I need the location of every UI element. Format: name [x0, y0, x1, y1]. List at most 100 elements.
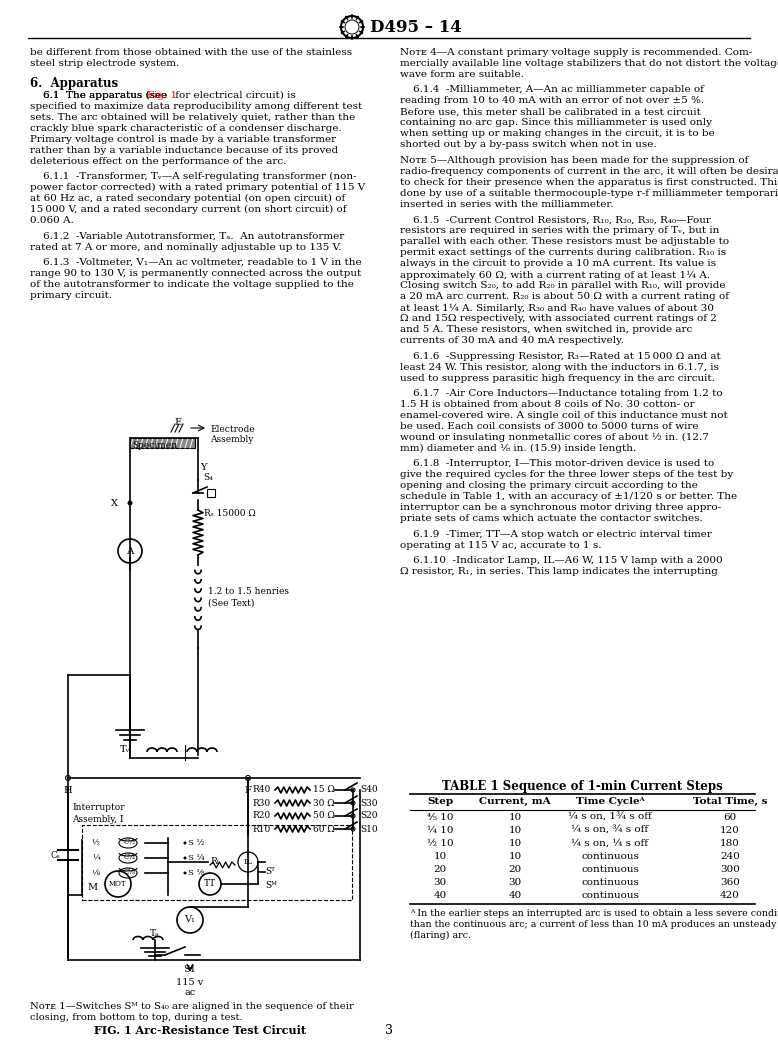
Text: Before use, this meter shall be calibrated in a test circuit: Before use, this meter shall be calibrat…	[400, 107, 701, 117]
Text: 30 Ω: 30 Ω	[313, 798, 335, 808]
Text: containing no arc gap. Since this milliammeter is used only: containing no arc gap. Since this millia…	[400, 119, 712, 127]
Text: D495 – 14: D495 – 14	[370, 19, 462, 35]
Text: deleterious effect on the performance of the arc.: deleterious effect on the performance of…	[30, 157, 286, 166]
Bar	[207, 489, 215, 497]
Text: 15 Ω: 15 Ω	[313, 786, 335, 794]
Text: Step: Step	[427, 797, 453, 806]
Text: S20: S20	[360, 812, 377, 820]
Text: Nᴏᴛᴇ 1—Switches Sᴹ to S₄₀ are aligned in the sequence of their: Nᴏᴛᴇ 1—Switches Sᴹ to S₄₀ are aligned in…	[30, 1002, 354, 1011]
Text: at least 1¼ A. Similarly, R₃₀ and R₄₀ have values of about 30: at least 1¼ A. Similarly, R₃₀ and R₄₀ ha…	[400, 303, 714, 312]
Text: crackly blue spark characteristic of a condenser discharge.: crackly blue spark characteristic of a c…	[30, 124, 342, 133]
Text: mm) diameter and ⅛ in. (15.9) inside length.: mm) diameter and ⅛ in. (15.9) inside len…	[400, 445, 636, 453]
Text: be used. Each coil consists of 3000 to 5000 turns of wire: be used. Each coil consists of 3000 to 5…	[400, 422, 699, 431]
Text: when setting up or making changes in the circuit, it is to be: when setting up or making changes in the…	[400, 129, 715, 138]
Text: Sᴹ: Sᴹ	[265, 881, 277, 889]
Text: continuous: continuous	[581, 878, 639, 887]
Bar	[82, 826, 352, 900]
Text: always in the circuit to provide a 10 mA current. Its value is: always in the circuit to provide a 10 mA…	[400, 259, 716, 269]
Text: range 90 to 130 V, is permanently connected across the output: range 90 to 130 V, is permanently connec…	[30, 270, 361, 278]
Text: 10: 10	[508, 826, 521, 835]
Text: continuous: continuous	[581, 852, 639, 861]
Text: S30: S30	[360, 798, 377, 808]
Text: schedule in Table 1, with an accuracy of ±1/120 s or better. The: schedule in Table 1, with an accuracy of…	[400, 492, 737, 502]
Text: Rₗ: Rₗ	[210, 858, 219, 866]
Text: 60: 60	[724, 813, 737, 822]
Text: rated at 7 A or more, and nominally adjustable up to 135 V.: rated at 7 A or more, and nominally adju…	[30, 243, 342, 252]
Text: R20: R20	[252, 812, 270, 820]
Text: 300: 300	[720, 865, 740, 874]
Text: 6.1.10  ­Indicator Lamp, IL—A6 W, 115 V lamp with a 2000: 6.1.10 ­Indicator Lamp, IL—A6 W, 115 V l…	[400, 556, 723, 565]
Text: ¼ s on, ¼ s off: ¼ s on, ¼ s off	[572, 839, 649, 848]
Text: C¹⁄₈: C¹⁄₈	[124, 868, 136, 875]
Text: 10: 10	[433, 852, 447, 861]
Text: least 24 W. This resistor, along with the inductors in 6.1.7, is: least 24 W. This resistor, along with th…	[400, 362, 719, 372]
Text: E: E	[174, 418, 181, 427]
Text: H: H	[64, 786, 72, 795]
Circle shape	[184, 841, 187, 844]
Text: 6.1.1  ­Transformer, Tᵥ—A self-regulating transformer (non-: 6.1.1 ­Transformer, Tᵥ—A self-regulating…	[30, 173, 356, 181]
Text: C¹⁄₄: C¹⁄₄	[124, 853, 136, 861]
Text: Closing switch S₂₀, to add R₂₀ in parallel with R₁₀, will provide: Closing switch S₂₀, to add R₂₀ in parall…	[400, 281, 726, 290]
Text: F: F	[244, 786, 251, 795]
Text: wave form are suitable.: wave form are suitable.	[400, 70, 524, 79]
Text: ᴬ In the earlier steps an interrupted arc is used to obtain a less severe condit: ᴬ In the earlier steps an interrupted ar…	[410, 909, 778, 918]
Text: A: A	[126, 547, 134, 556]
Text: primary circuit.: primary circuit.	[30, 291, 112, 300]
Text: approximately 60 Ω, with a current rating of at least 1¼ A.: approximately 60 Ω, with a current ratin…	[400, 271, 710, 280]
Text: Primary voltage control is made by a variable transformer: Primary voltage control is made by a var…	[30, 135, 336, 144]
Text: radio-frequency components of current in the arc, it will often be desirable: radio-frequency components of current in…	[400, 167, 778, 176]
Text: 6.1.8  ­Interruptor, I—This motor-driven device is used to: 6.1.8 ­Interruptor, I—This motor-driven …	[400, 459, 714, 468]
Text: 10: 10	[508, 813, 521, 822]
Text: C¹⁄₂: C¹⁄₂	[124, 838, 136, 846]
Text: 115 v: 115 v	[177, 977, 204, 987]
Text: 180: 180	[720, 839, 740, 848]
Text: than the continuous arc; a current of less than 10 mA produces an unsteady: than the continuous arc; a current of le…	[410, 920, 776, 929]
Text: Electrode: Electrode	[210, 425, 254, 434]
Text: to check for their presence when the apparatus is first constructed. This is: to check for their presence when the app…	[400, 178, 778, 186]
Text: parallel with each other. These resistors must be adjustable to: parallel with each other. These resistor…	[400, 237, 729, 247]
Text: 20: 20	[433, 865, 447, 874]
Text: 6.1.2  ­Variable Autotransformer, Tₐ.  An autotransformer: 6.1.2 ­Variable Autotransformer, Tₐ. An …	[30, 232, 344, 240]
Text: be different from those obtained with the use of the stainless: be different from those obtained with th…	[30, 48, 352, 57]
Text: priate sets of cams which actuate the contactor switches.: priate sets of cams which actuate the co…	[400, 514, 703, 524]
Text: of the autotransformer to indicate the voltage supplied to the: of the autotransformer to indicate the v…	[30, 280, 354, 289]
Text: resistors are required in series with the primary of Tᵥ, but in: resistors are required in series with th…	[400, 226, 720, 235]
Text: S40: S40	[360, 786, 377, 794]
Text: operating at 115 V ac, accurate to 1 s.: operating at 115 V ac, accurate to 1 s.	[400, 541, 601, 550]
Text: 6.1.6  ­Suppressing Resistor, R₃—Rated at 15 000 Ω and at: 6.1.6 ­Suppressing Resistor, R₃—Rated at…	[400, 352, 720, 360]
Text: (flaring) arc.: (flaring) arc.	[410, 931, 471, 940]
Text: Sᵀ: Sᵀ	[265, 867, 275, 877]
Text: IL: IL	[244, 858, 253, 866]
Text: and 5 A. These resistors, when switched in, provide arc: and 5 A. These resistors, when switched …	[400, 325, 692, 334]
Text: 6.1  The apparatus (see: 6.1 The apparatus (see	[30, 91, 170, 100]
Text: power factor corrected) with a rated primary potential of 115 V: power factor corrected) with a rated pri…	[30, 183, 365, 193]
Text: ¼: ¼	[92, 854, 100, 862]
Text: S ¹⁄₂: S ¹⁄₂	[188, 839, 205, 847]
Text: 15 000 V, and a rated secondary current (on short circuit) of: 15 000 V, and a rated secondary current …	[30, 205, 346, 214]
Text: (See Text): (See Text)	[208, 599, 254, 608]
Text: reading from 10 to 40 mA with an error of not over ±5 %.: reading from 10 to 40 mA with an error o…	[400, 97, 704, 105]
Text: Fig. 1: Fig. 1	[147, 91, 177, 100]
Bar	[130, 438, 195, 448]
Circle shape	[184, 871, 187, 874]
Text: 420: 420	[720, 891, 740, 900]
Text: Tᵥ: Tᵥ	[120, 745, 130, 755]
Text: continuous: continuous	[581, 865, 639, 874]
Text: used to suppress parasitic high frequency in the arc circuit.: used to suppress parasitic high frequenc…	[400, 374, 715, 383]
Text: Ω and 15Ω respectively, with associated current ratings of 2: Ω and 15Ω respectively, with associated …	[400, 314, 717, 323]
Text: 120: 120	[720, 826, 740, 835]
Text: mercially available line voltage stabilizers that do not distort the voltage: mercially available line voltage stabili…	[400, 59, 778, 68]
Circle shape	[128, 501, 132, 506]
Text: 6.1.5  ­Current Control Resistors, R₁₀, R₂₀, R₃₀, R₄₀—Four: 6.1.5 ­Current Control Resistors, R₁₀, R…	[400, 215, 711, 224]
Text: ⅛: ⅛	[92, 869, 100, 877]
Text: specified to maximize data reproducibility among different test: specified to maximize data reproducibili…	[30, 102, 363, 111]
Text: a 20 mA arc current. R₂₀ is about 50 Ω with a current rating of: a 20 mA arc current. R₂₀ is about 50 Ω w…	[400, 293, 729, 301]
Text: Assembly, I: Assembly, I	[72, 815, 124, 824]
Text: ½ 10: ½ 10	[426, 839, 454, 848]
Text: 3: 3	[385, 1023, 393, 1037]
Text: ¼ s on, 1¾ s off: ¼ s on, 1¾ s off	[568, 813, 652, 822]
Text: done by use of a suitable thermocouple-type r-f milliammeter temporarily: done by use of a suitable thermocouple-t…	[400, 188, 778, 198]
Text: 6.1.9  ­Timer, TT—A stop watch or electric interval timer: 6.1.9 ­Timer, TT—A stop watch or electri…	[400, 530, 712, 539]
Text: sets. The arc obtained will be relatively quiet, rather than the: sets. The arc obtained will be relativel…	[30, 112, 356, 122]
Text: S10: S10	[360, 824, 377, 834]
